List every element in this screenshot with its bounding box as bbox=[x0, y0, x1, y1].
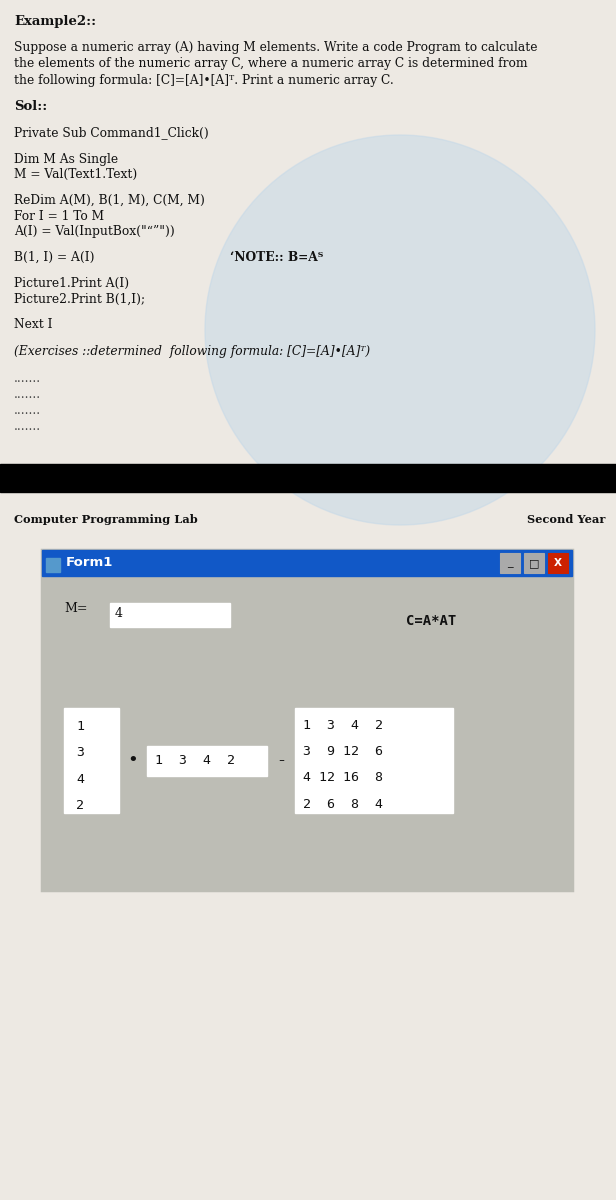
Text: 4 12 16  8: 4 12 16 8 bbox=[303, 772, 383, 785]
Text: .......: ....... bbox=[14, 420, 41, 433]
Text: .......: ....... bbox=[14, 389, 41, 402]
Bar bbox=[64, 708, 119, 814]
Text: Computer Programming Lab: Computer Programming Lab bbox=[14, 514, 198, 526]
Text: 3  9 12  6: 3 9 12 6 bbox=[303, 745, 383, 758]
Text: B(1, I) = A(I): B(1, I) = A(I) bbox=[14, 251, 94, 264]
Bar bbox=[147, 745, 267, 775]
Text: 3: 3 bbox=[76, 746, 84, 760]
Text: C=A*AT: C=A*AT bbox=[406, 614, 456, 628]
Text: X: X bbox=[554, 558, 562, 568]
Text: 2: 2 bbox=[76, 799, 84, 812]
Text: Dim M As Single: Dim M As Single bbox=[14, 152, 118, 166]
Bar bbox=[42, 550, 572, 890]
Text: Form1: Form1 bbox=[66, 557, 113, 570]
Bar bbox=[295, 708, 453, 814]
Text: Private Sub Command1_Click(): Private Sub Command1_Click() bbox=[14, 126, 209, 139]
Text: Sol::: Sol:: bbox=[14, 101, 47, 114]
Text: For I = 1 To M: For I = 1 To M bbox=[14, 210, 104, 222]
Text: Picture1.Print A(I): Picture1.Print A(I) bbox=[14, 277, 129, 290]
Text: 1  3  4  2: 1 3 4 2 bbox=[303, 719, 383, 732]
Text: .......: ....... bbox=[14, 372, 41, 385]
Bar bbox=[46, 558, 60, 572]
Text: -: - bbox=[278, 751, 284, 770]
Text: _: _ bbox=[507, 558, 513, 568]
Text: ‘NOTE:: B=Aᵀ: ‘NOTE:: B=Aᵀ bbox=[230, 251, 323, 264]
Bar bbox=[548, 553, 568, 572]
Text: M=: M= bbox=[64, 602, 87, 614]
Text: 4: 4 bbox=[76, 773, 84, 786]
Text: M = Val(Text1.Text): M = Val(Text1.Text) bbox=[14, 168, 137, 181]
Text: □: □ bbox=[529, 558, 539, 568]
Text: .......: ....... bbox=[14, 404, 41, 418]
Bar bbox=[110, 602, 230, 626]
Text: (Exercises ::determined  following formula: [C]=[A]•[A]ᵀ): (Exercises ::determined following formul… bbox=[14, 344, 370, 358]
Bar bbox=[524, 553, 544, 572]
Text: Suppose a numeric array (A) having M elements. Write a code Program to calculate: Suppose a numeric array (A) having M ele… bbox=[14, 41, 538, 54]
Text: Example2::: Example2:: bbox=[14, 14, 96, 28]
Text: A(I) = Val(InputBox("“”")): A(I) = Val(InputBox("“”")) bbox=[14, 226, 175, 238]
Bar bbox=[500, 553, 520, 572]
Bar bbox=[0, 464, 616, 492]
Text: the following formula: [C]=[A]•[A]ᵀ. Print a numeric array C.: the following formula: [C]=[A]•[A]ᵀ. Pri… bbox=[14, 74, 394, 86]
Text: ReDim A(M), B(1, M), C(M, M): ReDim A(M), B(1, M), C(M, M) bbox=[14, 194, 205, 206]
Text: 2  6  8  4: 2 6 8 4 bbox=[303, 798, 383, 811]
Text: Second Year: Second Year bbox=[527, 514, 605, 526]
Circle shape bbox=[205, 134, 595, 526]
Text: Next I: Next I bbox=[14, 318, 52, 331]
Bar bbox=[352, 602, 510, 638]
Text: Picture2.Print B(1,I);: Picture2.Print B(1,I); bbox=[14, 293, 145, 306]
Text: 4: 4 bbox=[115, 607, 123, 620]
Text: •: • bbox=[128, 751, 139, 770]
Text: 1: 1 bbox=[76, 720, 84, 733]
Text: the elements of the numeric array C, where a numeric array C is determined from: the elements of the numeric array C, whe… bbox=[14, 58, 528, 71]
Bar bbox=[42, 550, 572, 576]
Text: 1  3  4  2: 1 3 4 2 bbox=[155, 755, 235, 767]
